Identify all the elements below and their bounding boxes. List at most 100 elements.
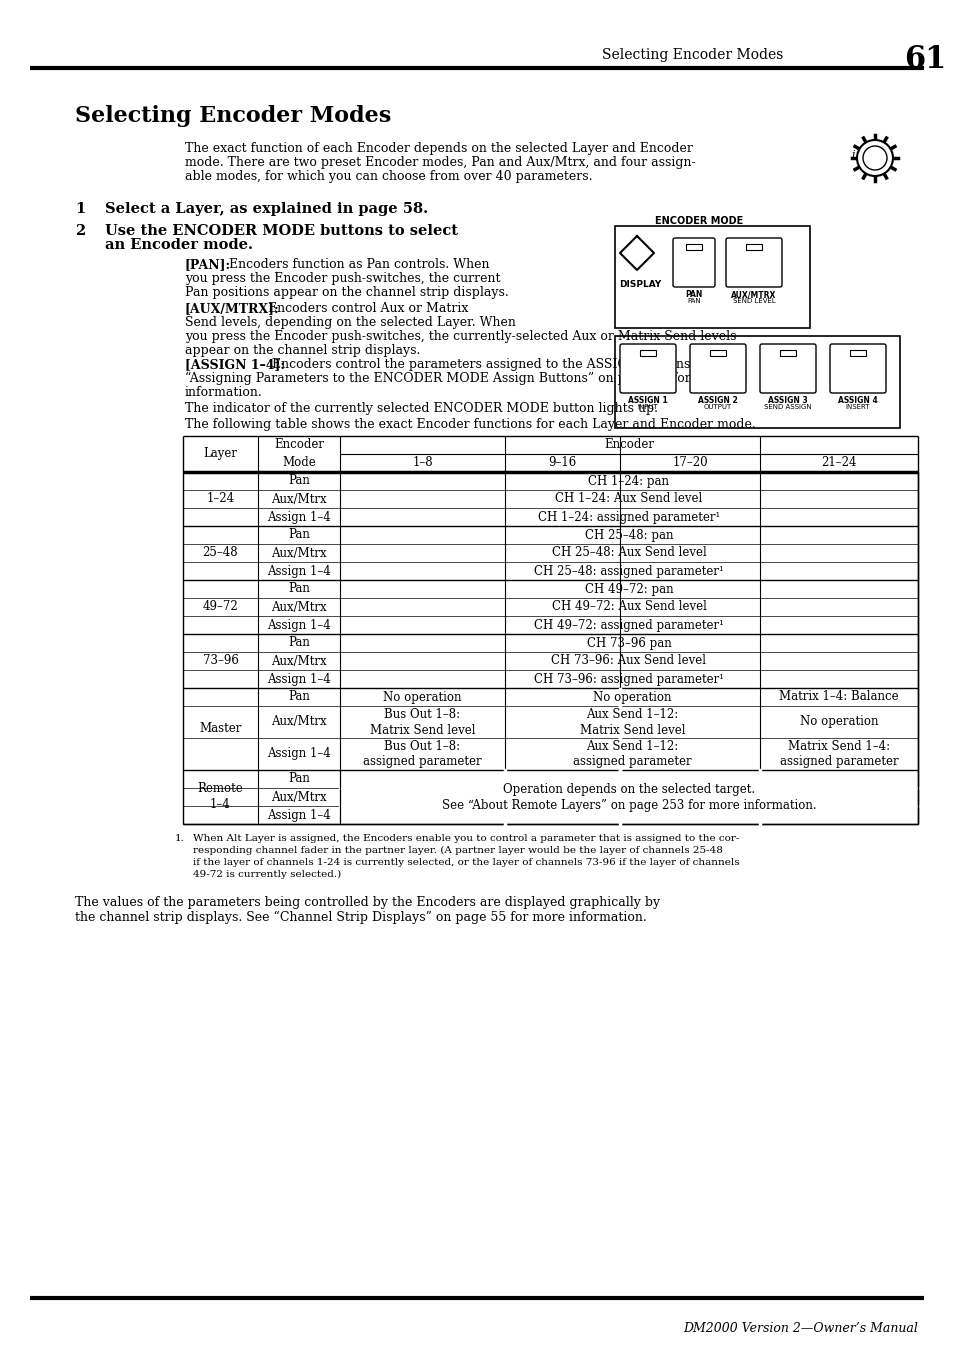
Bar xyxy=(849,350,865,357)
Text: Use the ENCODER MODE buttons to select: Use the ENCODER MODE buttons to select xyxy=(105,224,457,238)
Text: PAN: PAN xyxy=(686,299,700,304)
Text: PAN: PAN xyxy=(684,290,702,299)
Text: CH 73–96: Aux Send level: CH 73–96: Aux Send level xyxy=(551,654,706,667)
Text: Pan: Pan xyxy=(288,582,310,596)
Bar xyxy=(709,350,725,357)
Text: ENCODER MODE: ENCODER MODE xyxy=(655,216,742,226)
Text: Aux/Mtrx: Aux/Mtrx xyxy=(271,600,327,613)
Text: Aux/Mtrx: Aux/Mtrx xyxy=(271,790,327,804)
Text: the channel strip displays. See “Channel Strip Displays” on page 55 for more inf: the channel strip displays. See “Channel… xyxy=(75,911,646,924)
Text: appear on the channel strip displays.: appear on the channel strip displays. xyxy=(185,345,420,357)
Text: Pan: Pan xyxy=(288,773,310,785)
FancyBboxPatch shape xyxy=(672,238,714,286)
Bar xyxy=(780,350,795,357)
Text: 9–16: 9–16 xyxy=(548,457,576,470)
Text: The indicator of the currently selected ENCODER MODE button lights up.: The indicator of the currently selected … xyxy=(185,403,658,415)
Text: Bus Out 1–8:
Matrix Send level: Bus Out 1–8: Matrix Send level xyxy=(370,708,475,736)
Text: Master: Master xyxy=(199,723,241,735)
Text: i: i xyxy=(850,150,854,159)
Text: CH 1–24: Aux Send level: CH 1–24: Aux Send level xyxy=(555,493,702,505)
Text: CH 25–48: assigned parameter¹: CH 25–48: assigned parameter¹ xyxy=(534,565,723,577)
Circle shape xyxy=(856,141,892,176)
Text: Pan positions appear on the channel strip displays.: Pan positions appear on the channel stri… xyxy=(185,286,508,299)
Text: [PAN]:: [PAN]: xyxy=(185,258,231,272)
Text: Assign 1–4: Assign 1–4 xyxy=(267,619,331,631)
Text: Selecting Encoder Modes: Selecting Encoder Modes xyxy=(601,49,782,62)
Text: Encoders function as Pan controls. When: Encoders function as Pan controls. When xyxy=(225,258,489,272)
FancyBboxPatch shape xyxy=(829,345,885,393)
Circle shape xyxy=(862,146,886,170)
Text: CH 73–96 pan: CH 73–96 pan xyxy=(586,636,671,650)
Text: Pan: Pan xyxy=(288,474,310,488)
Text: [AUX/MTRX]:: [AUX/MTRX]: xyxy=(185,303,279,315)
Text: CH 1–24: assigned parameter¹: CH 1–24: assigned parameter¹ xyxy=(537,511,720,523)
Text: 1–24: 1–24 xyxy=(206,493,234,505)
Bar xyxy=(685,245,701,250)
Text: Encoders control the parameters assigned to the ASSIGN buttons. See: Encoders control the parameters assigned… xyxy=(268,358,720,372)
Text: 49-72 is currently selected.): 49-72 is currently selected.) xyxy=(193,870,341,880)
Text: CH 49–72: assigned parameter¹: CH 49–72: assigned parameter¹ xyxy=(534,619,723,631)
Text: Send levels, depending on the selected Layer. When: Send levels, depending on the selected L… xyxy=(185,316,516,330)
Text: Encoder: Encoder xyxy=(274,439,324,451)
Bar xyxy=(745,245,761,250)
Text: Aux/Mtrx: Aux/Mtrx xyxy=(271,493,327,505)
Text: Assign 1–4: Assign 1–4 xyxy=(267,673,331,685)
Text: 73–96: 73–96 xyxy=(202,654,238,667)
Text: mode. There are two preset Encoder modes, Pan and Aux/Mtrx, and four assign-: mode. There are two preset Encoder modes… xyxy=(185,155,695,169)
Text: Pan: Pan xyxy=(288,528,310,542)
Text: [ASSIGN 1–4]:: [ASSIGN 1–4]: xyxy=(185,358,285,372)
Text: “Assigning Parameters to the ENCODER MODE Assign Buttons” on page 62 for more: “Assigning Parameters to the ENCODER MOD… xyxy=(185,372,726,385)
Text: CH 1–24: pan: CH 1–24: pan xyxy=(588,474,669,488)
Text: Bus Out 1–8:
assigned parameter: Bus Out 1–8: assigned parameter xyxy=(363,739,481,769)
Text: Assign 1–4: Assign 1–4 xyxy=(267,565,331,577)
Text: 1: 1 xyxy=(75,203,85,216)
Text: Assign 1–4: Assign 1–4 xyxy=(267,511,331,523)
Text: 1.: 1. xyxy=(174,834,185,843)
Text: No operation: No operation xyxy=(799,716,878,728)
Text: CH 25–48: Aux Send level: CH 25–48: Aux Send level xyxy=(551,547,705,559)
Text: you press the Encoder push-switches, the current: you press the Encoder push-switches, the… xyxy=(185,272,500,285)
Text: SEND LEVEL: SEND LEVEL xyxy=(732,299,775,304)
Text: CH 49–72: pan: CH 49–72: pan xyxy=(584,582,673,596)
Text: Pan: Pan xyxy=(288,690,310,704)
Text: Matrix 1–4: Balance: Matrix 1–4: Balance xyxy=(779,690,898,704)
Text: Aux/Mtrx: Aux/Mtrx xyxy=(271,654,327,667)
Text: The exact function of each Encoder depends on the selected Layer and Encoder: The exact function of each Encoder depen… xyxy=(185,142,692,155)
Text: CH 73–96: assigned parameter¹: CH 73–96: assigned parameter¹ xyxy=(534,673,723,685)
Text: Matrix Send 1–4:
assigned parameter: Matrix Send 1–4: assigned parameter xyxy=(779,739,898,769)
Text: Remote
1–4: Remote 1–4 xyxy=(197,782,243,812)
Text: Aux Send 1–12:
Matrix Send level: Aux Send 1–12: Matrix Send level xyxy=(579,708,684,736)
Text: able modes, for which you can choose from over 40 parameters.: able modes, for which you can choose fro… xyxy=(185,170,592,182)
Text: information.: information. xyxy=(185,386,262,399)
Text: you press the Encoder push-switches, the currently-selected Aux or Matrix Send l: you press the Encoder push-switches, the… xyxy=(185,330,736,343)
Text: No operation: No operation xyxy=(383,690,461,704)
Text: The following table shows the exact Encoder functions for each Layer and Encoder: The following table shows the exact Enco… xyxy=(185,417,755,431)
Text: AUX/MTRX: AUX/MTRX xyxy=(731,290,776,299)
Text: Selecting Encoder Modes: Selecting Encoder Modes xyxy=(75,105,391,127)
FancyBboxPatch shape xyxy=(725,238,781,286)
Text: Assign 1–4: Assign 1–4 xyxy=(267,747,331,761)
Text: responding channel fader in the partner layer. (A partner layer would be the lay: responding channel fader in the partner … xyxy=(193,846,722,855)
Text: DM2000 Version 2—Owner’s Manual: DM2000 Version 2—Owner’s Manual xyxy=(682,1323,917,1335)
Text: ASSIGN 4: ASSIGN 4 xyxy=(838,396,877,405)
Text: DISPLAY: DISPLAY xyxy=(618,280,660,289)
FancyBboxPatch shape xyxy=(619,345,676,393)
Text: Operation depends on the selected target.
See “About Remote Layers” on page 253 : Operation depends on the selected target… xyxy=(441,782,816,812)
Text: Encoder: Encoder xyxy=(603,439,654,451)
Text: 17–20: 17–20 xyxy=(672,457,707,470)
Text: INSERT: INSERT xyxy=(845,404,869,409)
Text: CH 25–48: pan: CH 25–48: pan xyxy=(584,528,673,542)
Text: Encoders control Aux or Matrix: Encoders control Aux or Matrix xyxy=(264,303,468,315)
Text: Assign 1–4: Assign 1–4 xyxy=(267,808,331,821)
FancyBboxPatch shape xyxy=(760,345,815,393)
Text: 25–48: 25–48 xyxy=(202,547,238,559)
Bar xyxy=(639,350,656,357)
Text: ASSIGN 2: ASSIGN 2 xyxy=(698,396,737,405)
Text: INPUT: INPUT xyxy=(637,404,658,409)
FancyBboxPatch shape xyxy=(689,345,745,393)
Text: ASSIGN 1: ASSIGN 1 xyxy=(627,396,667,405)
Bar xyxy=(615,226,809,328)
Text: Pan: Pan xyxy=(288,636,310,650)
Text: an Encoder mode.: an Encoder mode. xyxy=(105,238,253,253)
Text: 61: 61 xyxy=(903,45,945,76)
